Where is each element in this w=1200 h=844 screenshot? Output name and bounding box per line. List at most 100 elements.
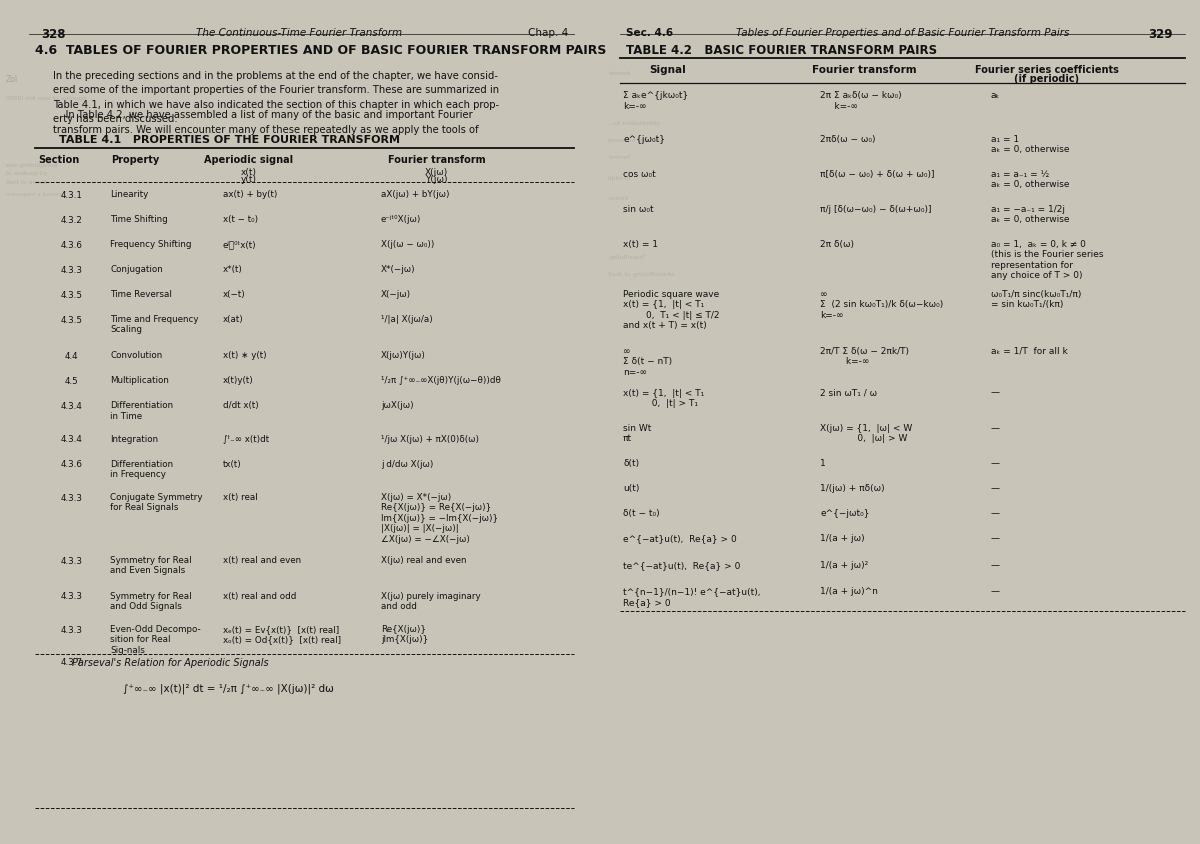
Text: y(t): y(t) [241,175,257,184]
Text: 4.3.1: 4.3.1 [61,191,83,199]
Text: Convolution: Convolution [110,351,162,360]
Text: x(t) real: x(t) real [223,493,258,502]
Text: X(jω)Y(jω): X(jω)Y(jω) [380,351,426,360]
Text: e⁻ʲᵗ⁰X(jω): e⁻ʲᵗ⁰X(jω) [380,214,421,224]
Text: The Continuous-Time Fourier Transform: The Continuous-Time Fourier Transform [196,28,402,38]
Text: X(jω) = {1,  |ω| < W
             0,  |ω| > W: X(jω) = {1, |ω| < W 0, |ω| > W [820,424,912,443]
Text: ¹/jω X(jω) + πX(0)δ(ω): ¹/jω X(jω) + πX(0)δ(ω) [380,435,479,444]
Text: Zol: Zol [6,75,18,84]
Text: 4.3.5: 4.3.5 [60,316,83,325]
Text: —: — [991,534,1000,543]
Text: —: — [991,424,1000,433]
Text: Fourier transform: Fourier transform [812,65,917,75]
Text: e^{−jωt₀}: e^{−jωt₀} [820,509,870,518]
Text: e^{jω₀t}: e^{jω₀t} [623,134,665,143]
Text: —: — [991,560,1000,570]
Text: π[δ(ω − ω₀) + δ(ω + ω₀)]: π[δ(ω − ω₀) + δ(ω + ω₀)] [820,170,935,179]
Text: Sec. 4.6: Sec. 4.6 [626,28,673,38]
Text: sno gniloilbadua: sno gniloilbadua [6,163,58,168]
Text: x(t) real and even: x(t) real and even [223,555,301,565]
Text: d/dt x(t): d/dt x(t) [223,401,258,410]
Text: ∫⁺∞₋∞ |x(t)|² dt = ¹/₂π ∫⁺∞₋∞ |X(jω)|² dω: ∫⁺∞₋∞ |x(t)|² dt = ¹/₂π ∫⁺∞₋∞ |X(jω)|² d… [124,684,334,694]
Text: Differentiation
in Frequency: Differentiation in Frequency [110,460,173,479]
Text: 4.3.3: 4.3.3 [60,494,83,503]
Text: δ(t): δ(t) [623,459,640,468]
Text: X(jω) real and even: X(jω) real and even [380,555,467,565]
Text: Signal: Signal [649,65,685,75]
Text: X(jω) purely imaginary
and odd: X(jω) purely imaginary and odd [380,592,480,611]
Text: Multiplication: Multiplication [110,376,169,385]
Text: 4.3.3: 4.3.3 [60,626,83,635]
Text: a₁ = 1
aₖ = 0, otherwise: a₁ = 1 aₖ = 0, otherwise [991,134,1069,154]
Text: x(t) = 1: x(t) = 1 [623,240,658,249]
Text: Y(jω): Y(jω) [425,175,448,184]
Text: x(−t): x(−t) [223,290,246,299]
Text: 4.4: 4.4 [65,352,78,361]
Text: 2π Σ aₖδ(ω − kω₀)
     k=-∞: 2π Σ aₖδ(ω − kω₀) k=-∞ [820,91,901,111]
Text: t^{n−1}/(n−1)! e^{−at}u(t),
Re{a} > 0: t^{n−1}/(n−1)! e^{−at}u(t), Re{a} > 0 [623,587,761,607]
Text: x(t) ∗ y(t): x(t) ∗ y(t) [223,351,266,360]
Text: 1/(a + jω)²: 1/(a + jω)² [820,560,869,570]
Text: aₖ = 1/T  for all k: aₖ = 1/T for all k [991,347,1067,356]
Text: 2π δ(ω): 2π δ(ω) [820,240,854,249]
Text: 4.3.3: 4.3.3 [60,266,83,275]
Text: Linearity: Linearity [110,190,149,198]
Text: e^{−at}u(t),  Re{a} > 0: e^{−at}u(t), Re{a} > 0 [623,534,737,543]
Text: tx(t): tx(t) [223,460,241,468]
Text: —: — [991,509,1000,518]
Text: x(t) real and odd: x(t) real and odd [223,592,296,601]
Text: Re{X(jω)}
jIm{X(jω)}: Re{X(jω)} jIm{X(jω)} [380,625,428,645]
Text: 4.3.5: 4.3.5 [60,291,83,300]
Text: aₖ: aₖ [991,91,1000,100]
Text: Conjugation: Conjugation [110,265,163,274]
Text: aX(jω) + bY(jω): aX(jω) + bY(jω) [380,190,449,198]
Text: Even-Odd Decompo-
sition for Real
Sig-nals: Even-Odd Decompo- sition for Real Sig-na… [110,625,200,655]
Text: 2πδ(ω − ω₀): 2πδ(ω − ω₀) [820,134,876,143]
Text: Symmetry for Real
and Even Signals: Symmetry for Real and Even Signals [110,555,192,575]
Text: 1/(a + jω): 1/(a + jω) [820,534,865,543]
Text: a₁ = a₋₁ = ½
aₖ = 0, otherwise: a₁ = a₋₁ = ½ aₖ = 0, otherwise [991,170,1069,189]
Text: ax(t) + by(t): ax(t) + by(t) [223,190,277,198]
Text: 4.5: 4.5 [65,377,78,386]
Text: 4.3.4: 4.3.4 [61,436,83,445]
Text: x(t) = {1,  |t| < T₁
          0,  |t| > T₁: x(t) = {1, |t| < T₁ 0, |t| > T₁ [623,388,704,408]
Text: Time Shifting: Time Shifting [110,214,168,224]
Text: ∞
Σ  (2 sin kω₀T₁)/k δ(ω−kω₀)
k=-∞: ∞ Σ (2 sin kω₀T₁)/k δ(ω−kω₀) k=-∞ [820,290,943,320]
Text: X(jω) = X*(−jω)
Re{X(jω)} = Re{X(−jω)}
Im{X(jω)} = −Im{X(−jω)}
|X(jω)| = |X(−jω): X(jω) = X*(−jω) Re{X(jω)} = Re{X(−jω)} I… [380,493,498,544]
Text: x(t − t₀): x(t − t₀) [223,214,258,224]
Text: —: — [991,484,1000,493]
Text: cos ω₀t: cos ω₀t [623,170,656,179]
Text: —: — [991,388,1000,398]
Text: 1: 1 [820,459,826,468]
Text: 4.3.6: 4.3.6 [61,461,83,469]
Text: X*(−jω): X*(−jω) [380,265,415,274]
Text: Property: Property [112,154,160,165]
Text: 328: 328 [41,28,66,41]
Text: bnuol od ton nso: bnuol od ton nso [608,138,661,143]
Text: Conjugate Symmetry
for Real Signals: Conjugate Symmetry for Real Signals [110,493,203,512]
Text: 0000l not αsol to volouge: 0000l not αsol to volouge [6,96,86,101]
Text: Fourier transform: Fourier transform [388,154,485,165]
Text: Periodic square wave
x(t) = {1,  |t| < T₁
        0,  T₁ < |t| ≤ T/2
and x(t + T: Periodic square wave x(t) = {1, |t| < T₁… [623,290,720,330]
Text: X(−jω): X(−jω) [380,290,410,299]
Text: Fourier series coefficients: Fourier series coefficients [974,65,1118,75]
Text: 4.3.4: 4.3.4 [61,402,83,411]
Text: ¹/₂π ∫⁺∞₋∞X(jθ)Y(j(ω−θ))dθ: ¹/₂π ∫⁺∞₋∞X(jθ)Y(j(ω−θ))dθ [380,376,500,385]
Text: ...ot noibutbıddo: ...ot noibutbıddo [608,122,660,127]
Text: xₑ(t) = Ev{x(t)}  [x(t) real]
xₒ(t) = Od{x(t)}  [x(t) real]: xₑ(t) = Ev{x(t)} [x(t) real] xₒ(t) = Od{… [223,625,341,645]
Text: Integration: Integration [110,435,158,444]
Text: Frequency Shifting: Frequency Shifting [110,240,192,249]
Text: 9ert lo omuZ: 9ert lo omuZ [6,180,47,185]
Text: 2 sin ωT₁ / ω: 2 sin ωT₁ / ω [820,388,877,398]
Text: a₁ = −a₋₁ = 1/2j
aₖ = 0, otherwise: a₁ = −a₋₁ = 1/2j aₖ = 0, otherwise [991,205,1069,225]
Text: X(jω): X(jω) [425,168,448,177]
Text: Parseval's Relation for Aperiodic Signals: Parseval's Relation for Aperiodic Signal… [72,658,269,668]
Text: Σ aₖe^{jkω₀t}
k=-∞: Σ aₖe^{jkω₀t} k=-∞ [623,91,689,111]
Text: a₀ = 1,  aₖ = 0, k ≠ 0
(this is the Fourier series
representation for
any choice: a₀ = 1, aₖ = 0, k ≠ 0 (this is the Fouri… [991,240,1103,280]
Text: eʲᵜ⁰ᵗx(t): eʲᵜ⁰ᵗx(t) [223,240,257,249]
Text: x(t)y(t): x(t)y(t) [223,376,253,385]
Text: 4.3.7: 4.3.7 [60,658,83,668]
Text: consid: consid [608,197,629,202]
Text: sin Wt
πt: sin Wt πt [623,424,652,443]
Text: ∫ᵗ₋∞ x(t)dt: ∫ᵗ₋∞ x(t)dt [223,435,269,444]
